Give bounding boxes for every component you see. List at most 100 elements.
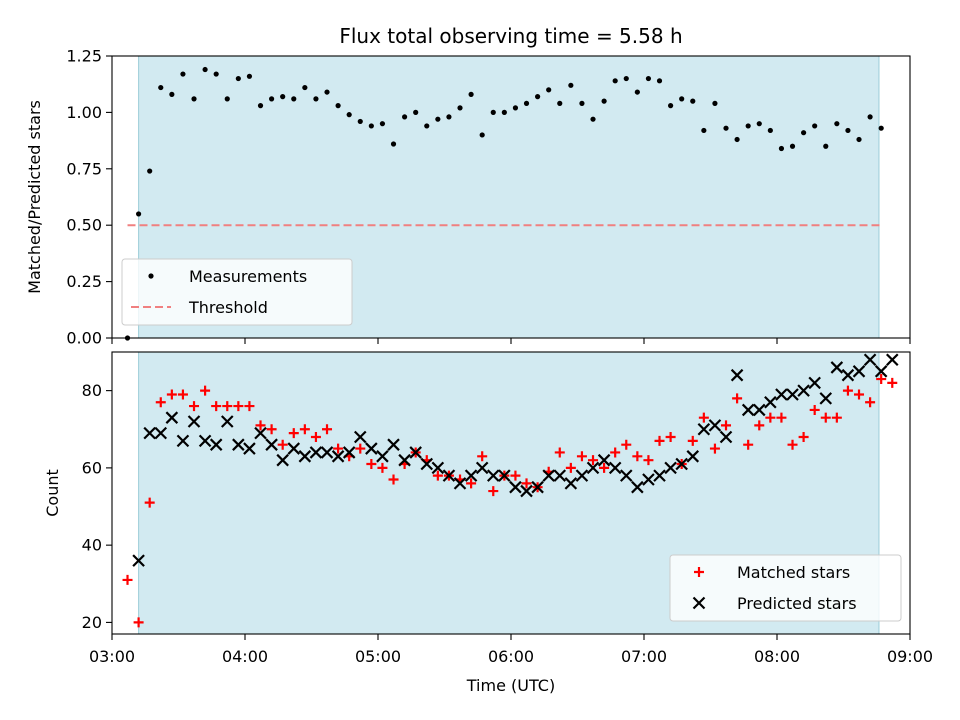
chart-title: Flux total observing time = 5.58 h <box>339 24 682 48</box>
legend: Measurements Threshold <box>121 258 353 326</box>
data-point <box>599 462 610 473</box>
data-point <box>878 125 884 131</box>
data-point <box>346 112 352 118</box>
data-point <box>468 91 474 97</box>
data-point <box>643 455 654 466</box>
data-point <box>874 365 888 378</box>
data-point <box>154 426 168 440</box>
data-point <box>122 574 133 585</box>
data-point <box>177 389 188 400</box>
panel-1: 0.00 0.25 0.50 0.75 1.00 1.25 Flux total obser… <box>25 24 911 348</box>
y-tick-label: 0.00 <box>66 329 102 348</box>
data-point <box>488 486 499 497</box>
data-point <box>187 415 201 428</box>
data-point <box>887 377 898 388</box>
data-point <box>509 480 522 494</box>
data-point <box>200 385 211 396</box>
legend-marker <box>148 273 154 279</box>
data-point <box>457 105 463 111</box>
data-point <box>734 136 740 143</box>
data-point <box>812 123 818 129</box>
data-point <box>189 401 200 412</box>
data-point <box>745 123 751 129</box>
data-point <box>333 443 344 454</box>
data-point <box>320 446 334 459</box>
data-point <box>166 389 177 400</box>
data-point <box>233 401 244 412</box>
data-point <box>302 84 308 91</box>
data-point <box>743 439 754 450</box>
data-point <box>798 431 809 442</box>
data-point <box>787 439 798 450</box>
data-point <box>143 426 156 440</box>
data-point <box>645 75 652 82</box>
data-point <box>823 143 829 149</box>
legend-box <box>121 258 353 326</box>
data-point <box>222 401 233 412</box>
data-point <box>553 469 567 482</box>
data-point <box>865 397 876 408</box>
data-point <box>276 453 289 467</box>
legend-label: Threshold <box>188 298 268 317</box>
data-point <box>155 397 166 408</box>
data-point <box>597 453 611 467</box>
data-point <box>298 450 312 463</box>
data-point <box>132 554 145 567</box>
data-point <box>546 87 552 93</box>
data-point <box>510 470 521 481</box>
series-measurements <box>124 66 884 341</box>
data-point <box>776 412 787 423</box>
data-point <box>601 98 607 104</box>
data-point <box>608 461 622 475</box>
data-point <box>679 96 685 102</box>
data-point <box>575 469 589 482</box>
data-point <box>501 109 507 115</box>
data-point <box>709 443 720 454</box>
data-point <box>133 617 144 628</box>
data-point <box>863 353 877 367</box>
data-point <box>619 469 633 482</box>
data-point <box>211 401 222 412</box>
data-point <box>701 127 707 134</box>
data-point <box>220 415 234 428</box>
series-predicted-stars <box>132 353 899 567</box>
data-point <box>554 447 565 458</box>
legend-label: Matched stars <box>737 563 850 582</box>
data-point <box>147 168 153 174</box>
legend: Matched stars Predicted stars <box>669 554 902 622</box>
data-point <box>453 477 467 490</box>
data-point <box>712 100 718 106</box>
data-point <box>366 459 377 470</box>
data-point <box>797 384 810 397</box>
data-point <box>654 435 665 446</box>
y-tick-label: 60 <box>82 458 102 477</box>
data-point <box>732 393 743 404</box>
panel-2: 20 40 60 80 03:00 04:00 05:00 06:00 07:00 08:00 09… <box>43 351 933 695</box>
data-point <box>675 457 688 471</box>
data-point <box>687 435 698 446</box>
data-point <box>365 442 378 455</box>
data-point <box>435 116 441 122</box>
data-point <box>265 438 278 451</box>
data-point <box>653 469 666 482</box>
series-matched-stars <box>122 374 898 628</box>
data-point <box>708 419 722 432</box>
data-point <box>257 103 264 109</box>
data-point <box>623 75 629 82</box>
data-point <box>379 121 386 127</box>
data-point <box>723 125 729 131</box>
data-point <box>353 430 367 444</box>
y-tick-label: 20 <box>82 613 102 632</box>
data-point <box>244 401 255 412</box>
data-point <box>834 121 840 127</box>
data-point <box>831 412 842 423</box>
data-point <box>355 443 366 454</box>
data-point <box>819 392 833 405</box>
data-point <box>612 78 618 84</box>
data-point <box>466 478 477 489</box>
legend-marker <box>694 567 704 577</box>
data-point <box>531 480 544 494</box>
data-point <box>136 211 142 217</box>
data-point <box>686 450 700 463</box>
x-tick-label: 06:00 <box>488 647 534 666</box>
